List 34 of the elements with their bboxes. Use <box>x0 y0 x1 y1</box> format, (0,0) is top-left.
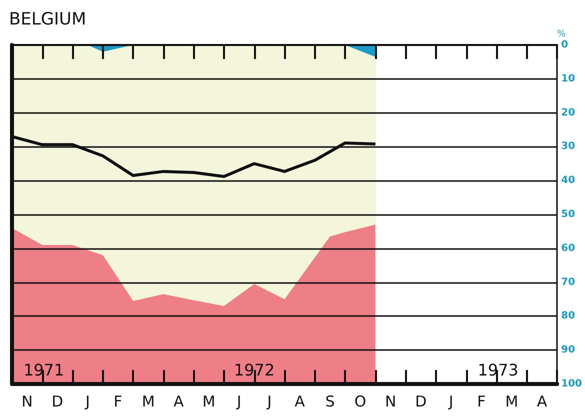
x-tick-label: S <box>325 392 335 410</box>
y-tick-label: 90 <box>561 344 576 356</box>
x-tick-label: N <box>22 392 33 410</box>
y-tick-label: 100 <box>561 378 582 390</box>
y-tick-label: 20 <box>561 107 576 118</box>
x-tick-label: D <box>415 392 427 410</box>
x-tick-label: O <box>354 392 366 410</box>
y-tick-label: 40 <box>561 175 576 186</box>
annotation: 1973 <box>478 360 518 380</box>
chart-title: BELGIUM <box>9 10 86 30</box>
annotation: 1971 <box>23 360 64 380</box>
x-tick-label: F <box>477 392 486 410</box>
y-axis-title: % <box>557 30 566 40</box>
x-tick-label: J <box>84 392 90 410</box>
x-tick-label: D <box>52 392 64 410</box>
x-tick-label: M <box>505 392 518 410</box>
x-tick-label: J <box>236 392 242 410</box>
x-tick-label: A <box>173 392 184 410</box>
y-tick-label: 70 <box>561 276 576 288</box>
x-tick-label: J <box>266 392 272 410</box>
y-tick-label: 10 <box>561 73 576 84</box>
x-tick-label: M <box>142 392 155 410</box>
y-tick-label: 0 <box>561 40 568 50</box>
x-tick-label: A <box>536 392 548 410</box>
x-tick-label: N <box>384 392 396 410</box>
y-tick-label: 60 <box>561 242 576 254</box>
y-tick-label: 80 <box>561 310 576 322</box>
x-tick-label: M <box>202 392 216 410</box>
annotation: 1972 <box>234 360 275 380</box>
x-tick-label: A <box>294 392 306 410</box>
x-tick-label: J <box>448 392 454 410</box>
x-tick-label: F <box>114 392 122 410</box>
y-tick-label: 30 <box>561 141 576 152</box>
y-tick-label: 50 <box>561 209 576 220</box>
